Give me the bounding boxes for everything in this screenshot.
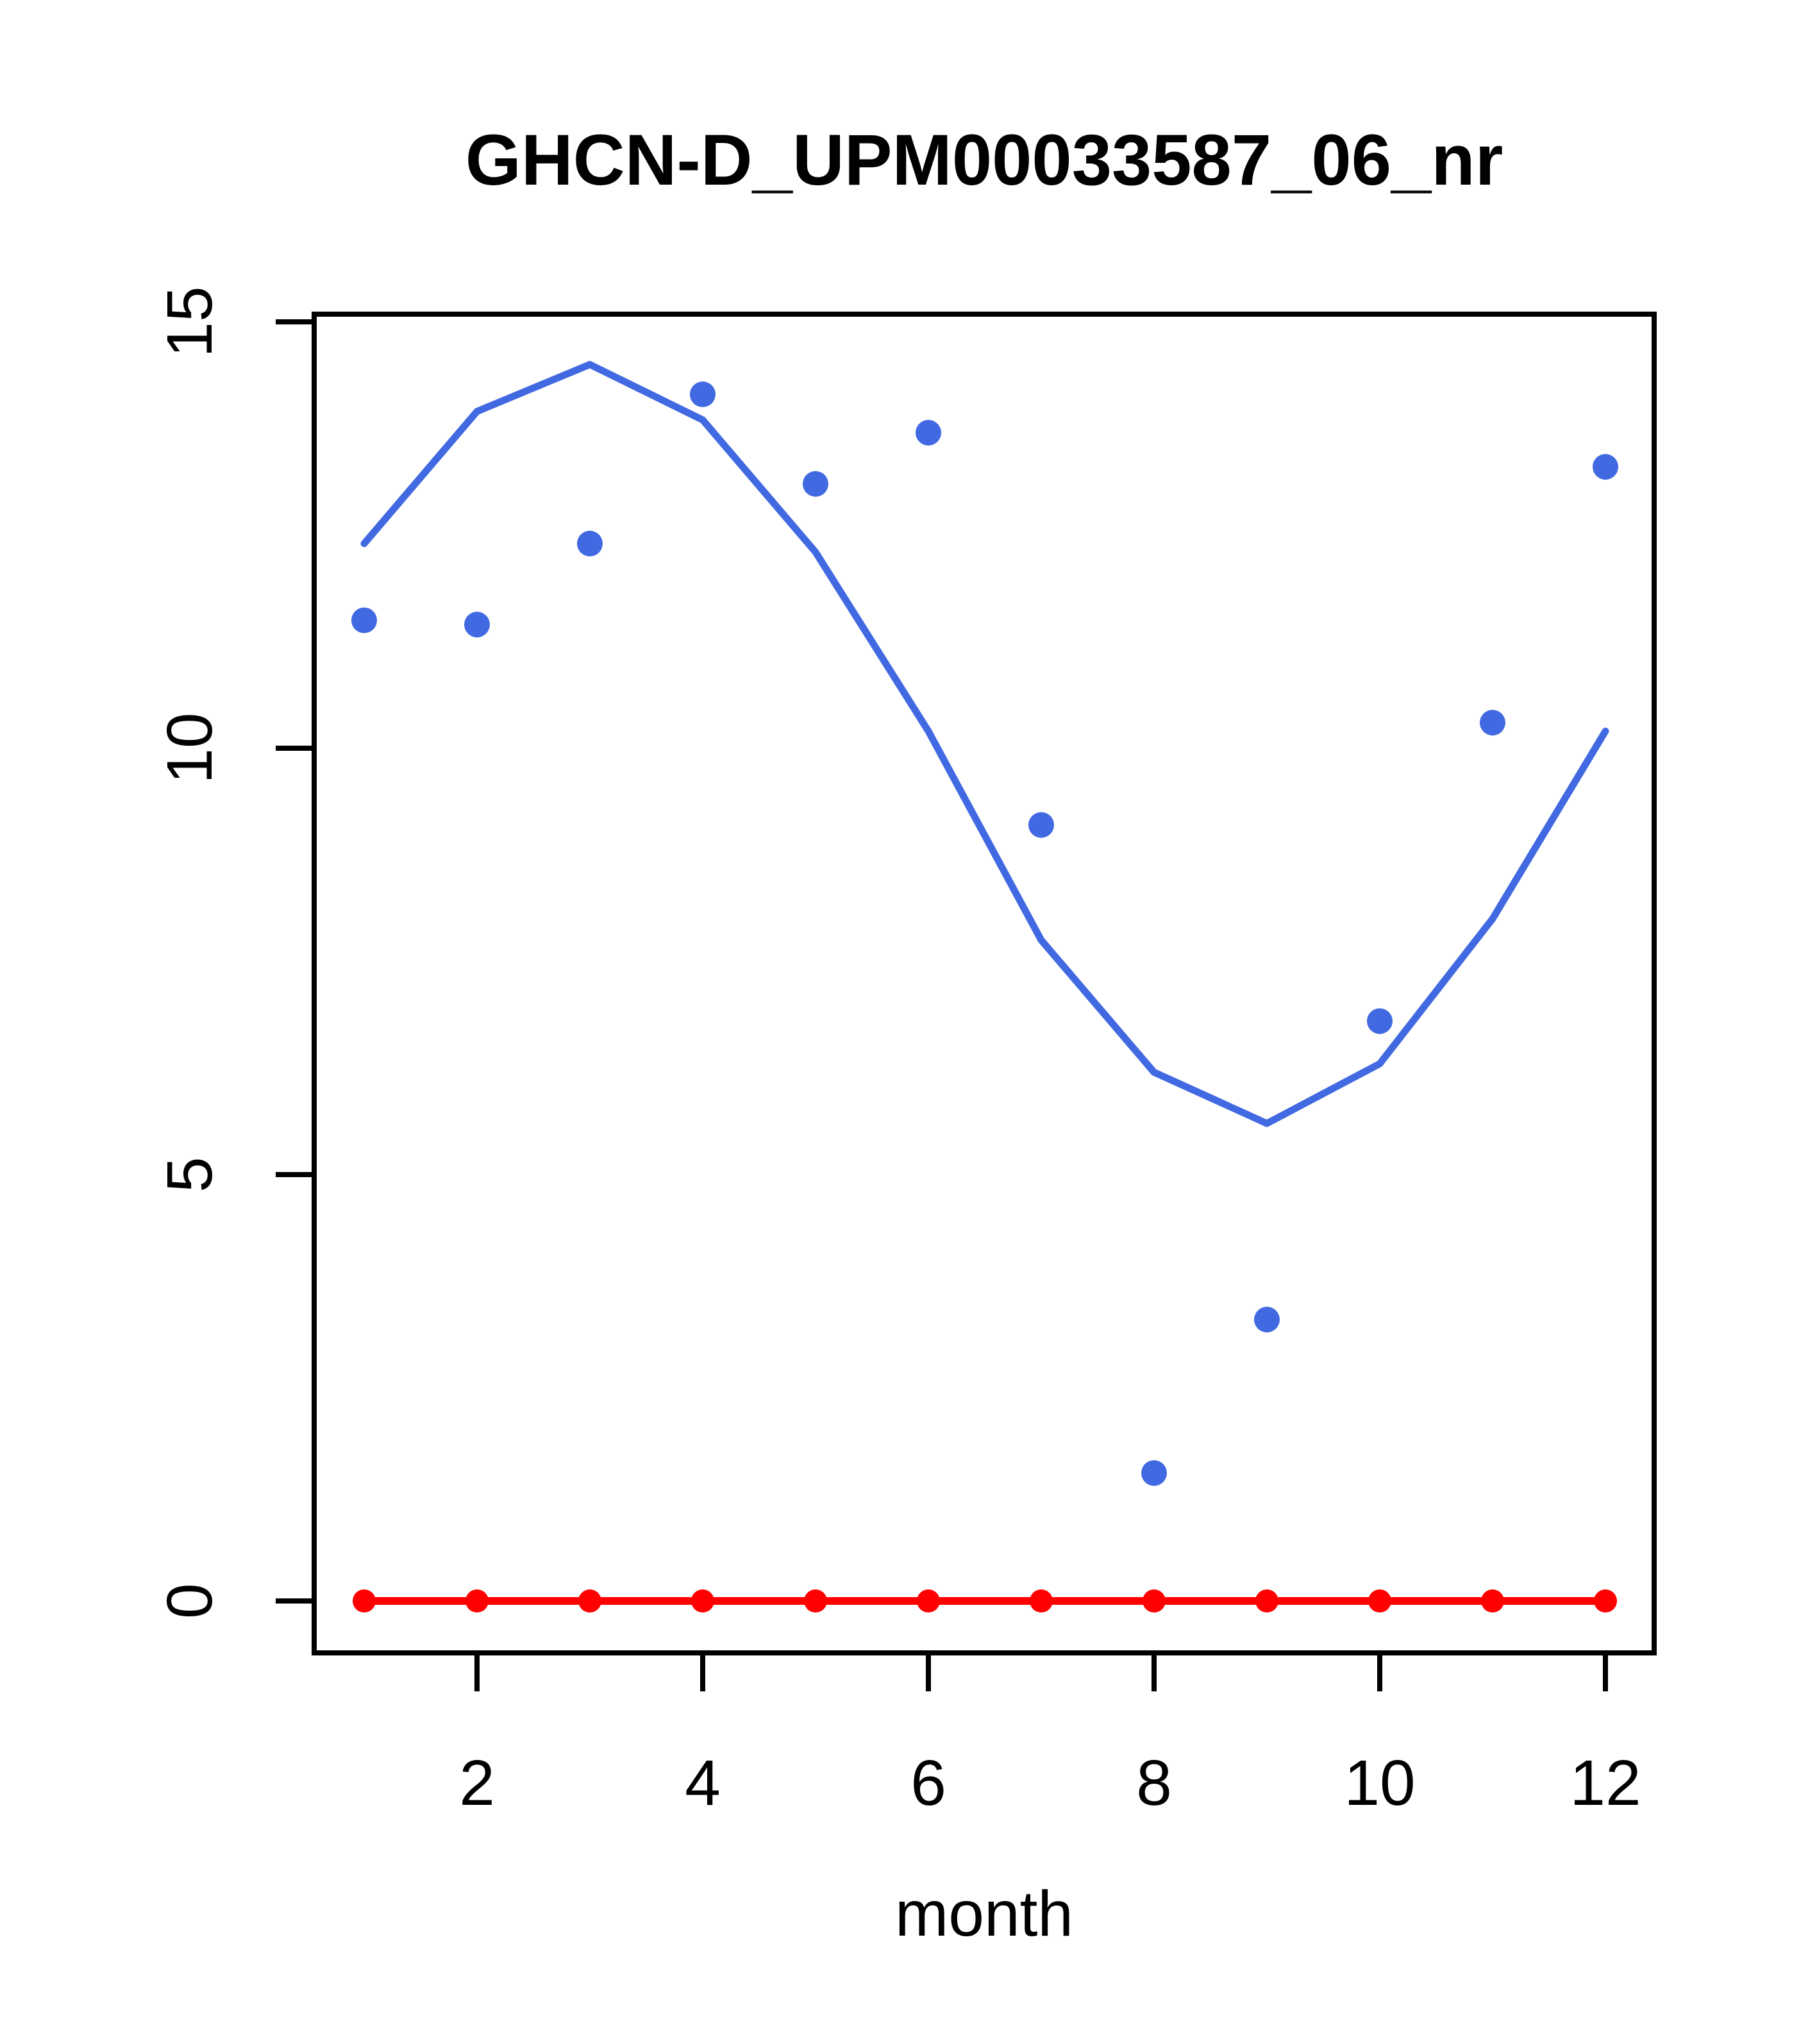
- x-tick-label: 10: [1344, 1747, 1415, 1819]
- plot-box: [312, 312, 1657, 1655]
- monthly-observations-point-m10: [1367, 1008, 1393, 1034]
- zero-baseline-point-m11: [1481, 1589, 1504, 1613]
- zero-baseline-point-m10: [1368, 1589, 1391, 1613]
- zero-baseline-point-m9: [1255, 1589, 1278, 1613]
- x-axis-title: month: [895, 1878, 1073, 1950]
- zero-baseline-point-m7: [1030, 1589, 1053, 1613]
- monthly-observations-point-m2: [464, 612, 490, 638]
- chart-title: GHCN-D_UPM00033587_06_nr: [465, 120, 1503, 200]
- monthly-observations-point-m6: [916, 419, 941, 446]
- zero-baseline-point-m8: [1143, 1589, 1166, 1613]
- x-tick-label: 6: [910, 1747, 946, 1819]
- monthly-observations-point-m7: [1028, 812, 1054, 838]
- zero-baseline-point-m3: [578, 1589, 601, 1613]
- fitted-curve-line: [360, 361, 1609, 1127]
- monthly-observations-point-m1: [351, 607, 377, 633]
- zero-baseline-point-m6: [917, 1589, 940, 1613]
- monthly-observations-point-m9: [1254, 1307, 1280, 1333]
- y-tick-label: 10: [154, 712, 226, 783]
- x-tick-label: 4: [685, 1747, 721, 1819]
- monthly-observations-point-m8: [1141, 1460, 1167, 1486]
- zero-baseline-point-m4: [691, 1589, 714, 1613]
- y-tick-label: 15: [154, 286, 226, 357]
- x-tick-label: 8: [1136, 1747, 1172, 1819]
- monthly-observations-point-m11: [1480, 710, 1505, 736]
- monthly-observations-point-m4: [690, 381, 716, 408]
- zero-baseline-point-m5: [804, 1589, 827, 1613]
- zero-baseline-point-m12: [1594, 1589, 1617, 1613]
- monthly-observations-point-m3: [577, 530, 603, 557]
- y-tick-label: 5: [154, 1157, 226, 1193]
- x-tick-label: 12: [1570, 1747, 1641, 1819]
- monthly-observations-point-m12: [1593, 454, 1618, 480]
- monthly-observations-point-m5: [803, 471, 828, 497]
- zero-baseline-point-m2: [465, 1589, 489, 1613]
- zero-baseline-point-m1: [353, 1589, 376, 1613]
- x-tick-label: 2: [459, 1747, 495, 1819]
- y-tick-label: 0: [154, 1583, 226, 1619]
